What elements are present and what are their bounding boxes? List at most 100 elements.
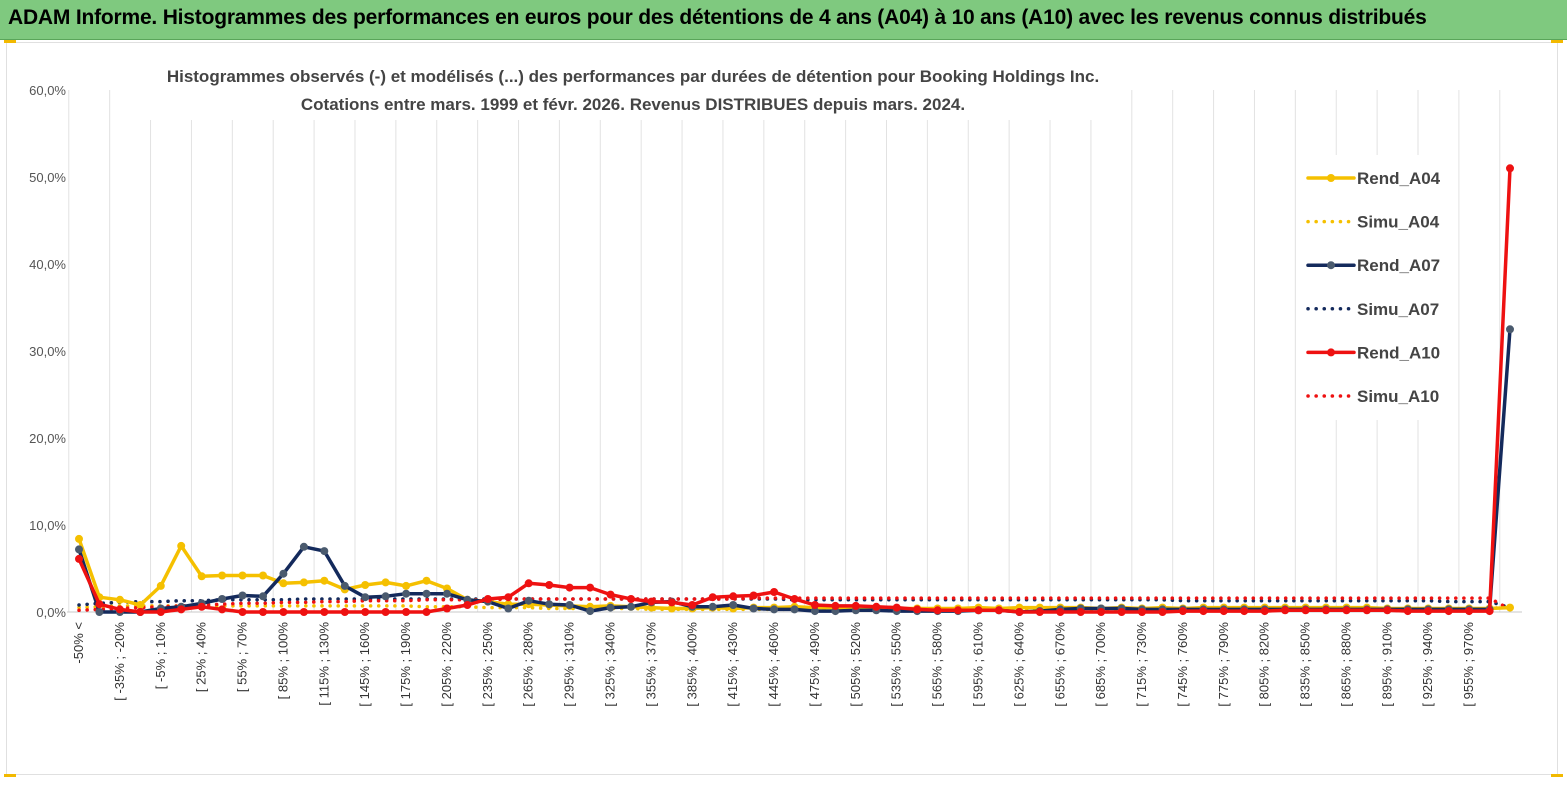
data-point [606, 603, 615, 612]
data-point [627, 602, 635, 611]
data-point [851, 601, 860, 610]
data-point [954, 606, 962, 615]
data-point [381, 592, 390, 601]
data-point [218, 571, 227, 580]
data-point [1056, 608, 1065, 616]
data-point [933, 606, 942, 615]
legend-label: Rend_A04 [1357, 169, 1441, 188]
series-group [75, 164, 1514, 616]
data-point [892, 603, 901, 612]
data-point [259, 592, 267, 601]
data-point [1076, 608, 1085, 616]
data-point [1281, 606, 1290, 615]
data-point [810, 601, 819, 609]
x-tick-label: [ 325% ; 340% [603, 622, 618, 707]
chart-legend: Rend_A04 Simu_A04 Rend_A07 Simu_A07 Rend_A10… [1306, 169, 1441, 406]
data-point [197, 572, 206, 581]
data-point [1444, 607, 1453, 616]
data-point [218, 605, 227, 614]
data-point [565, 583, 574, 592]
x-tick-label: [ 85% ; 100% [275, 622, 290, 700]
data-point [197, 602, 206, 611]
x-tick-label: [ 565% ; 580% [930, 622, 945, 707]
data-point [708, 593, 717, 602]
data-point [1158, 608, 1167, 616]
data-point [810, 607, 819, 616]
data-point [994, 606, 1003, 615]
legend-label: Rend_A10 [1357, 343, 1440, 362]
y-tick-label: 50,0% [29, 170, 66, 185]
x-tick-label: [ 115% ; 130% [316, 622, 331, 706]
x-tick-label: [ 445% ; 460% [766, 622, 781, 707]
data-point [770, 605, 779, 614]
data-point [402, 589, 411, 598]
data-point [361, 593, 370, 602]
data-point [1301, 606, 1310, 615]
x-tick-label: [ 355% ; 370% [643, 622, 658, 707]
legend-background [1296, 155, 1458, 420]
x-tick-label: [ 955% ; 970% [1461, 622, 1476, 707]
data-point [1240, 607, 1249, 616]
x-tick-label: [ 205% ; 220% [439, 622, 454, 707]
data-point [1035, 608, 1044, 616]
x-tick-label: [ 55% ; 70% [235, 622, 250, 693]
legend-label: Simu_A10 [1357, 387, 1439, 406]
data-point [402, 608, 411, 616]
data-point [483, 595, 492, 603]
data-point [545, 581, 554, 589]
x-tick-label: [ 775% ; 790% [1216, 622, 1231, 707]
chart-subtitle: Cotations entre mars. 1999 et févr. 2026… [301, 95, 965, 114]
data-point [1383, 606, 1392, 615]
data-point [1219, 607, 1228, 616]
data-point [1424, 607, 1433, 616]
data-point [1097, 608, 1106, 616]
data-point [238, 608, 247, 616]
data-point [586, 583, 595, 592]
x-tick-label: [ 535% ; 550% [889, 622, 904, 707]
legend-marker [1327, 348, 1335, 357]
data-point [1322, 606, 1330, 615]
data-point [320, 608, 329, 616]
data-point [1485, 607, 1494, 616]
data-point [974, 606, 983, 615]
data-point [1342, 606, 1351, 615]
data-point [115, 595, 124, 604]
data-point [299, 542, 308, 551]
data-point [729, 592, 738, 601]
frame-corner-tr [1551, 40, 1563, 43]
data-point [340, 581, 349, 590]
data-point [504, 593, 513, 602]
data-point [136, 601, 145, 609]
data-point [422, 589, 431, 598]
data-point [524, 596, 533, 605]
data-point [606, 590, 615, 599]
x-tick-label: [ 805% ; 820% [1257, 622, 1272, 707]
x-tick-label: [ 835% ; 850% [1298, 622, 1313, 707]
data-point [402, 581, 411, 590]
data-point [749, 591, 758, 600]
data-point [320, 547, 329, 556]
data-point [422, 608, 431, 616]
data-point [443, 589, 451, 598]
data-point [667, 598, 676, 607]
data-point [708, 602, 717, 611]
x-tick-label: [ 505% ; 520% [848, 622, 863, 707]
report-title: ADAM Informe. Histogrammes des performan… [8, 6, 1427, 29]
data-point [279, 579, 288, 588]
data-point [115, 605, 124, 614]
data-point [320, 576, 329, 585]
data-point [790, 595, 799, 603]
y-tick-label: 60,0% [29, 83, 66, 98]
y-tick-label: 0,0% [36, 605, 66, 620]
data-point [95, 600, 104, 609]
data-point [1403, 607, 1412, 616]
x-tick-label: [ 655% ; 670% [1052, 622, 1067, 707]
data-point [504, 604, 513, 613]
data-point [749, 604, 758, 613]
data-point [156, 581, 165, 590]
data-point [586, 607, 595, 616]
y-tick-label: 10,0% [29, 518, 66, 533]
data-point [831, 601, 840, 610]
x-tick-label: [ 145% ; 160% [357, 622, 372, 707]
